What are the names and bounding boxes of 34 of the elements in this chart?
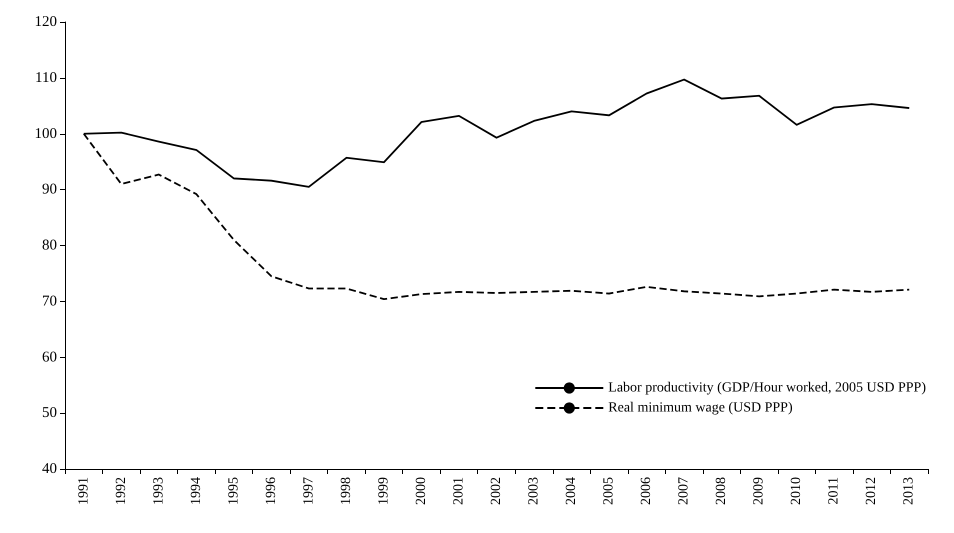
y-tick-label: 80 (42, 238, 57, 254)
y-tick-label: 40 (42, 461, 57, 477)
x-tick-label: 1993 (151, 477, 166, 505)
x-tick-label: 1992 (114, 477, 129, 505)
y-tick-label: 100 (34, 126, 57, 142)
x-tick-label: 1994 (188, 477, 204, 505)
x-tick-label: 1997 (301, 477, 316, 505)
x-tick-label: 2004 (564, 477, 580, 505)
y-tick-label: 50 (42, 405, 57, 422)
x-tick-label: 2002 (489, 477, 504, 505)
x-tick-label: 1996 (264, 477, 279, 505)
y-tick-label: 110 (35, 70, 57, 86)
x-tick-label: 2009 (752, 477, 767, 505)
legend-label: Real minimum wage (USD PPP) (608, 400, 793, 416)
x-tick-label: 1995 (226, 477, 242, 505)
x-tick-label: 2003 (526, 477, 542, 505)
y-tick-label: 120 (34, 14, 57, 30)
y-tick-label: 60 (42, 349, 57, 366)
x-tick-label: 2005 (602, 477, 617, 505)
x-tick-label: 2012 (864, 477, 880, 505)
x-tick-label: 2000 (414, 477, 429, 505)
x-tick-label: 2011 (826, 477, 842, 504)
x-tick-label: 1999 (376, 477, 392, 505)
x-tick-label: 2008 (714, 477, 730, 505)
x-tick-label: 2013 (902, 477, 917, 505)
x-tick-label: 1998 (338, 477, 354, 505)
x-tick-label: 2010 (789, 477, 804, 505)
legend-label: Labor productivity (GDP/Hour worked, 2005 USD PPP) (608, 380, 926, 396)
x-tick-label: 2007 (676, 477, 692, 505)
y-tick-label: 70 (42, 293, 57, 310)
y-tick-label: 90 (42, 182, 57, 198)
x-tick-label: 2006 (639, 477, 654, 505)
x-tick-label: 2001 (451, 477, 466, 505)
x-tick-label: 1991 (76, 477, 92, 505)
